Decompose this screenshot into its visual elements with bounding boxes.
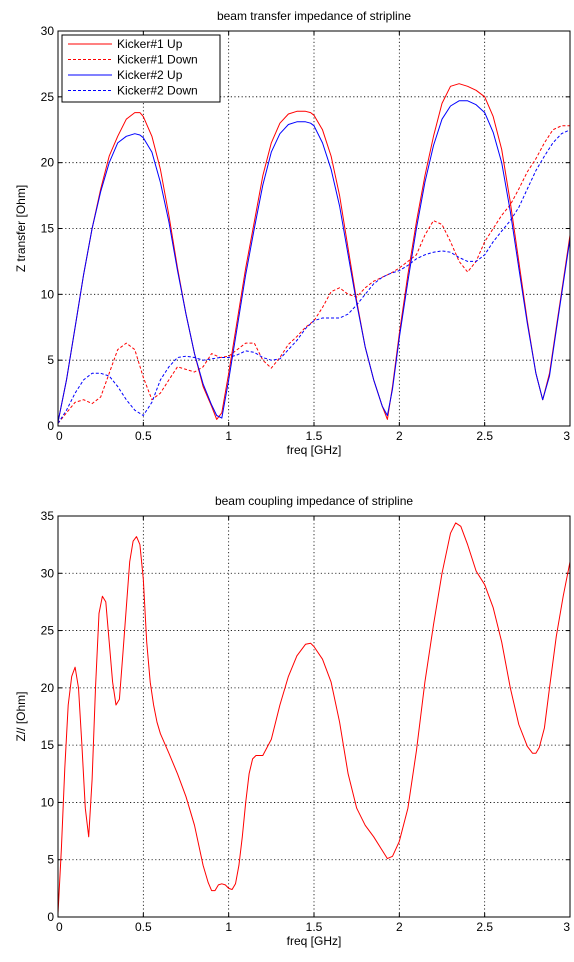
legend-label: Kicker#2 Down (117, 84, 198, 98)
x-axis-label: freq [GHz] (287, 443, 342, 457)
y-tick-label: 5 (47, 853, 54, 867)
x-tick-label: 0.5 (135, 429, 152, 443)
series-line-kicker-1-up (58, 83, 570, 423)
x-tick-label: 0 (56, 920, 63, 934)
legend-label: Kicker#1 Down (117, 53, 198, 67)
x-tick-label: 1.5 (306, 920, 323, 934)
y-tick-label: 35 (41, 509, 55, 523)
series-line-1 (58, 522, 570, 914)
x-axis-label: freq [GHz] (287, 934, 342, 948)
y-tick-label: 30 (41, 24, 55, 38)
y-tick-label: 30 (41, 566, 55, 580)
x-tick-label: 0 (56, 429, 63, 443)
series-line-kicker-2-up (58, 100, 570, 423)
plot-area (58, 516, 570, 917)
x-tick-label: 2.5 (476, 429, 493, 443)
x-tick-label: 2 (396, 920, 403, 934)
x-tick-label: 1 (225, 429, 232, 443)
x-tick-label: 3 (563, 920, 570, 934)
y-tick-label: 25 (41, 90, 55, 104)
x-tick-label: 1 (225, 920, 232, 934)
x-tick-label: 2.5 (476, 920, 493, 934)
y-axis-label: Z// [Ohm] (14, 691, 28, 741)
legend-label: Kicker#1 Up (117, 37, 183, 51)
x-tick-label: 2 (396, 429, 403, 443)
y-tick-label: 0 (47, 419, 54, 433)
chart-title: beam coupling impedance of stripline (215, 494, 413, 508)
y-tick-label: 25 (41, 624, 55, 638)
x-tick-label: 3 (563, 429, 570, 443)
y-tick-label: 10 (41, 287, 55, 301)
y-tick-label: 10 (41, 795, 55, 809)
y-tick-label: 20 (41, 156, 55, 170)
plot-frame (57, 515, 571, 918)
plot-frame (57, 30, 571, 427)
series-line-kicker-2-down (58, 129, 570, 424)
x-tick-label: 0.5 (135, 920, 152, 934)
series-line-kicker-1-down (58, 125, 570, 424)
chart-title: beam transfer impedance of stripline (217, 9, 411, 23)
y-axis-label: Z transfer [Ohm] (14, 185, 28, 272)
y-tick-label: 15 (41, 738, 55, 752)
y-tick-label: 0 (47, 910, 54, 924)
x-tick-label: 1.5 (306, 429, 323, 443)
y-tick-label: 20 (41, 681, 55, 695)
y-tick-label: 5 (47, 353, 54, 367)
y-tick-label: 15 (41, 222, 55, 236)
legend-label: Kicker#2 Up (117, 68, 183, 82)
